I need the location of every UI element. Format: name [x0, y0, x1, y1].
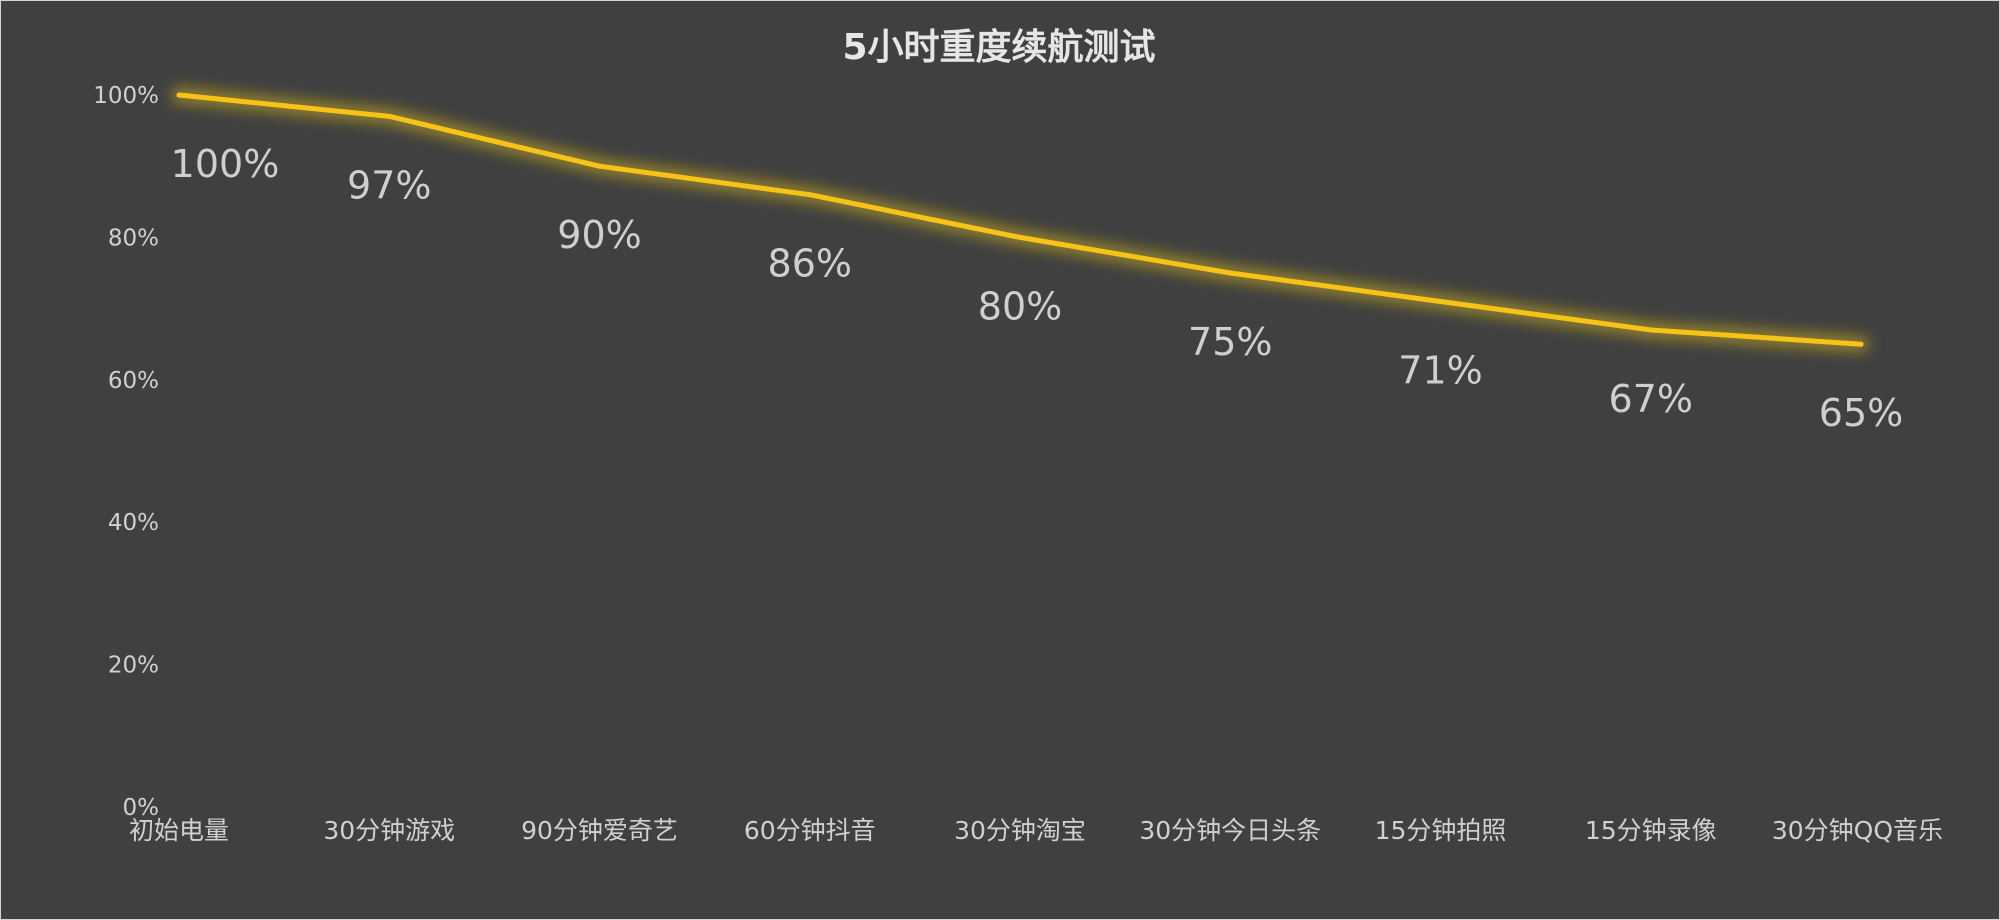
data-label: 97% — [347, 163, 431, 207]
y-tick-label: 100% — [93, 83, 159, 109]
x-category-label: 15分钟拍照 — [1375, 816, 1507, 845]
data-point — [807, 192, 813, 198]
series-layer — [171, 87, 1869, 353]
x-category-label: 30分钟淘宝 — [954, 816, 1086, 845]
y-tick-label: 40% — [108, 510, 159, 536]
data-label: 67% — [1609, 377, 1693, 421]
data-point — [1438, 298, 1443, 304]
data-label: 90% — [557, 213, 641, 257]
data-point — [597, 163, 602, 169]
data-point — [386, 113, 392, 119]
x-category-label: 60分钟抖音 — [744, 816, 876, 845]
x-category-label: 30分钟游戏 — [323, 816, 455, 845]
x-category-label: 初始电量 — [129, 816, 229, 845]
y-tick-label: 60% — [108, 368, 159, 394]
y-tick-label: 80% — [108, 225, 159, 251]
x-category-label: 30分钟QQ音乐 — [1772, 816, 1943, 845]
data-label: 75% — [1188, 320, 1272, 364]
data-point — [1017, 234, 1023, 240]
y-tick-label: 20% — [108, 653, 159, 679]
data-label: 71% — [1398, 348, 1482, 392]
chart-title: 5小时重度续航测试 — [842, 26, 1155, 68]
data-point — [176, 92, 182, 98]
y-tick-label: 0% — [123, 795, 160, 821]
x-category-label: 90分钟爱奇艺 — [521, 816, 678, 845]
data-label: 65% — [1819, 391, 1903, 435]
data-label: 100% — [171, 142, 280, 186]
data-point — [1648, 327, 1654, 333]
y-axis-ticks: 0% 20% 40% 60% 80% 100% — [93, 83, 159, 821]
data-labels: 100% 97% 90% 86% 80% 75% 71% 67% 65% — [171, 142, 1904, 435]
x-axis-categories: 初始电量 30分钟游戏 90分钟爱奇艺 60分钟抖音 30分钟淘宝 30分钟今日头条 15分… — [129, 816, 1943, 845]
x-category-label: 15分钟录像 — [1585, 816, 1717, 845]
data-point — [1858, 341, 1864, 347]
data-label: 80% — [978, 284, 1062, 328]
data-label: 86% — [768, 242, 852, 286]
x-category-label: 30分钟今日头条 — [1139, 816, 1321, 845]
data-point — [1227, 270, 1233, 276]
